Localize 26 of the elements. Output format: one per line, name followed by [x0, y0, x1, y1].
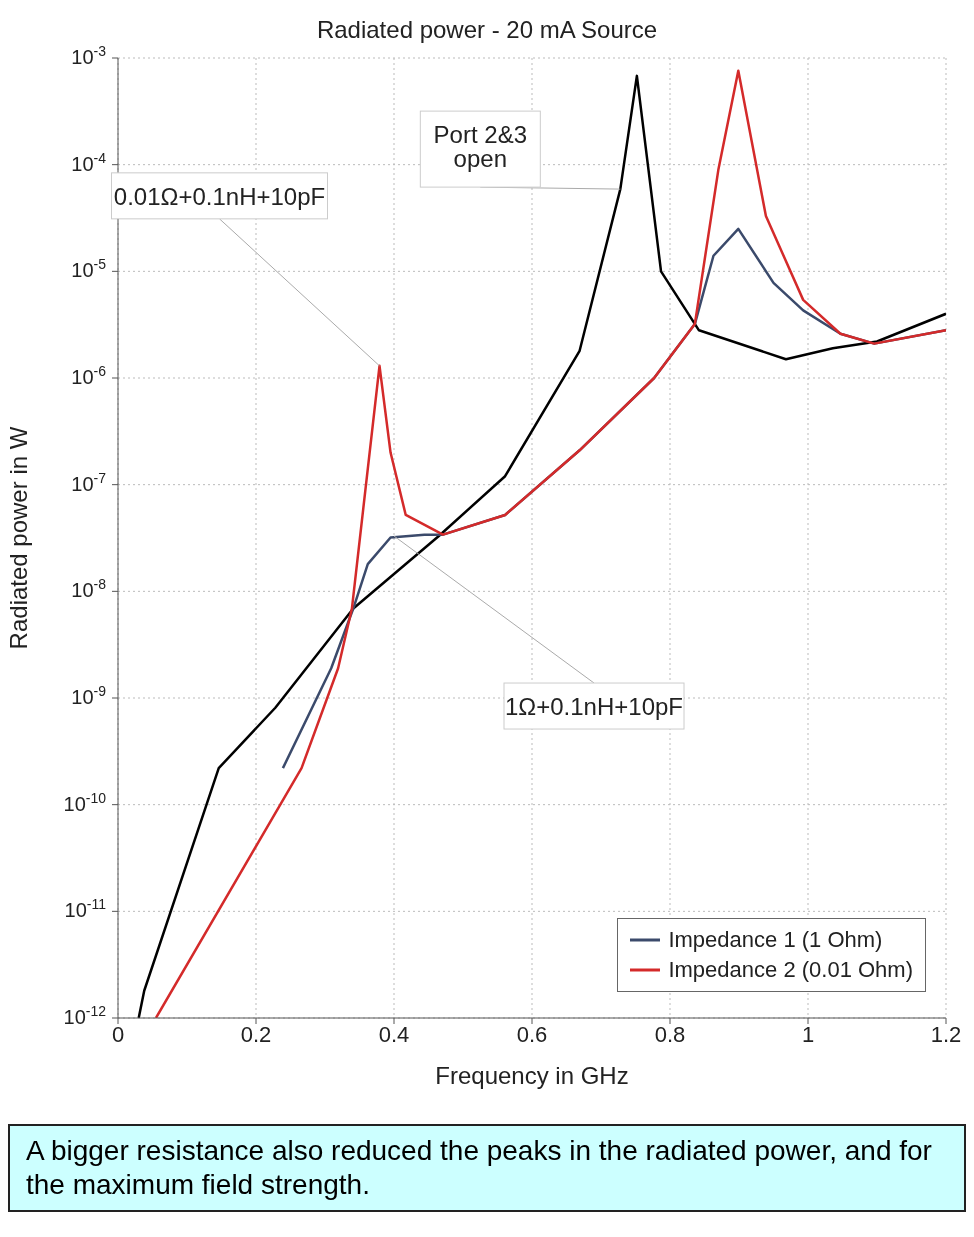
- legend-label: Impedance 2 (0.01 Ohm): [668, 956, 913, 984]
- legend-label: Impedance 1 (1 Ohm): [668, 926, 883, 954]
- x-axis-title: Frequency in GHz: [435, 1062, 629, 1089]
- annotation: 0.01Ω+0.1nH+10pF: [113, 182, 326, 210]
- y-tick-label: 10$^{-7}$: [71, 469, 107, 495]
- text: A bigger resistance also reduced the peaks in the radiated power, and for the maximum field strength.: [8, 1124, 966, 1212]
- x-tick-label: 0.8: [654, 1021, 686, 1047]
- y-tick-label: 10$^{-8}$: [71, 576, 107, 602]
- annotation: 1Ω+0.1nH+10pF: [504, 693, 684, 721]
- y-tick-label: 10$^{-4}$: [71, 149, 107, 175]
- y-tick-label: 10$^{-9}$: [71, 683, 107, 708]
- y-tick-label: 10$^{-6}$: [71, 363, 107, 388]
- y-tick-label: 10$^{-3}$: [71, 43, 107, 68]
- x-tick-label: 1: [801, 1021, 815, 1047]
- y-axis-title: Radiated power in W: [4, 426, 32, 650]
- x-tick-label: 1.2: [930, 1021, 962, 1047]
- y-tick-label: 10$^{-10}$: [63, 789, 107, 815]
- y-tick-label: 10$^{-11}$: [64, 896, 107, 922]
- annotation: Port 2&3 open: [433, 121, 528, 173]
- y-tick-label: 10$^{-12}$: [63, 1003, 107, 1028]
- x-tick-label: 0: [111, 1021, 125, 1047]
- chart-title: Radiated power - 20 mA Source: [316, 16, 658, 43]
- x-tick-label: 0.6: [516, 1021, 548, 1047]
- x-tick-label: 0.2: [240, 1021, 272, 1047]
- y-tick-label: 10$^{-5}$: [71, 256, 107, 282]
- x-tick-label: 0.4: [378, 1021, 410, 1047]
